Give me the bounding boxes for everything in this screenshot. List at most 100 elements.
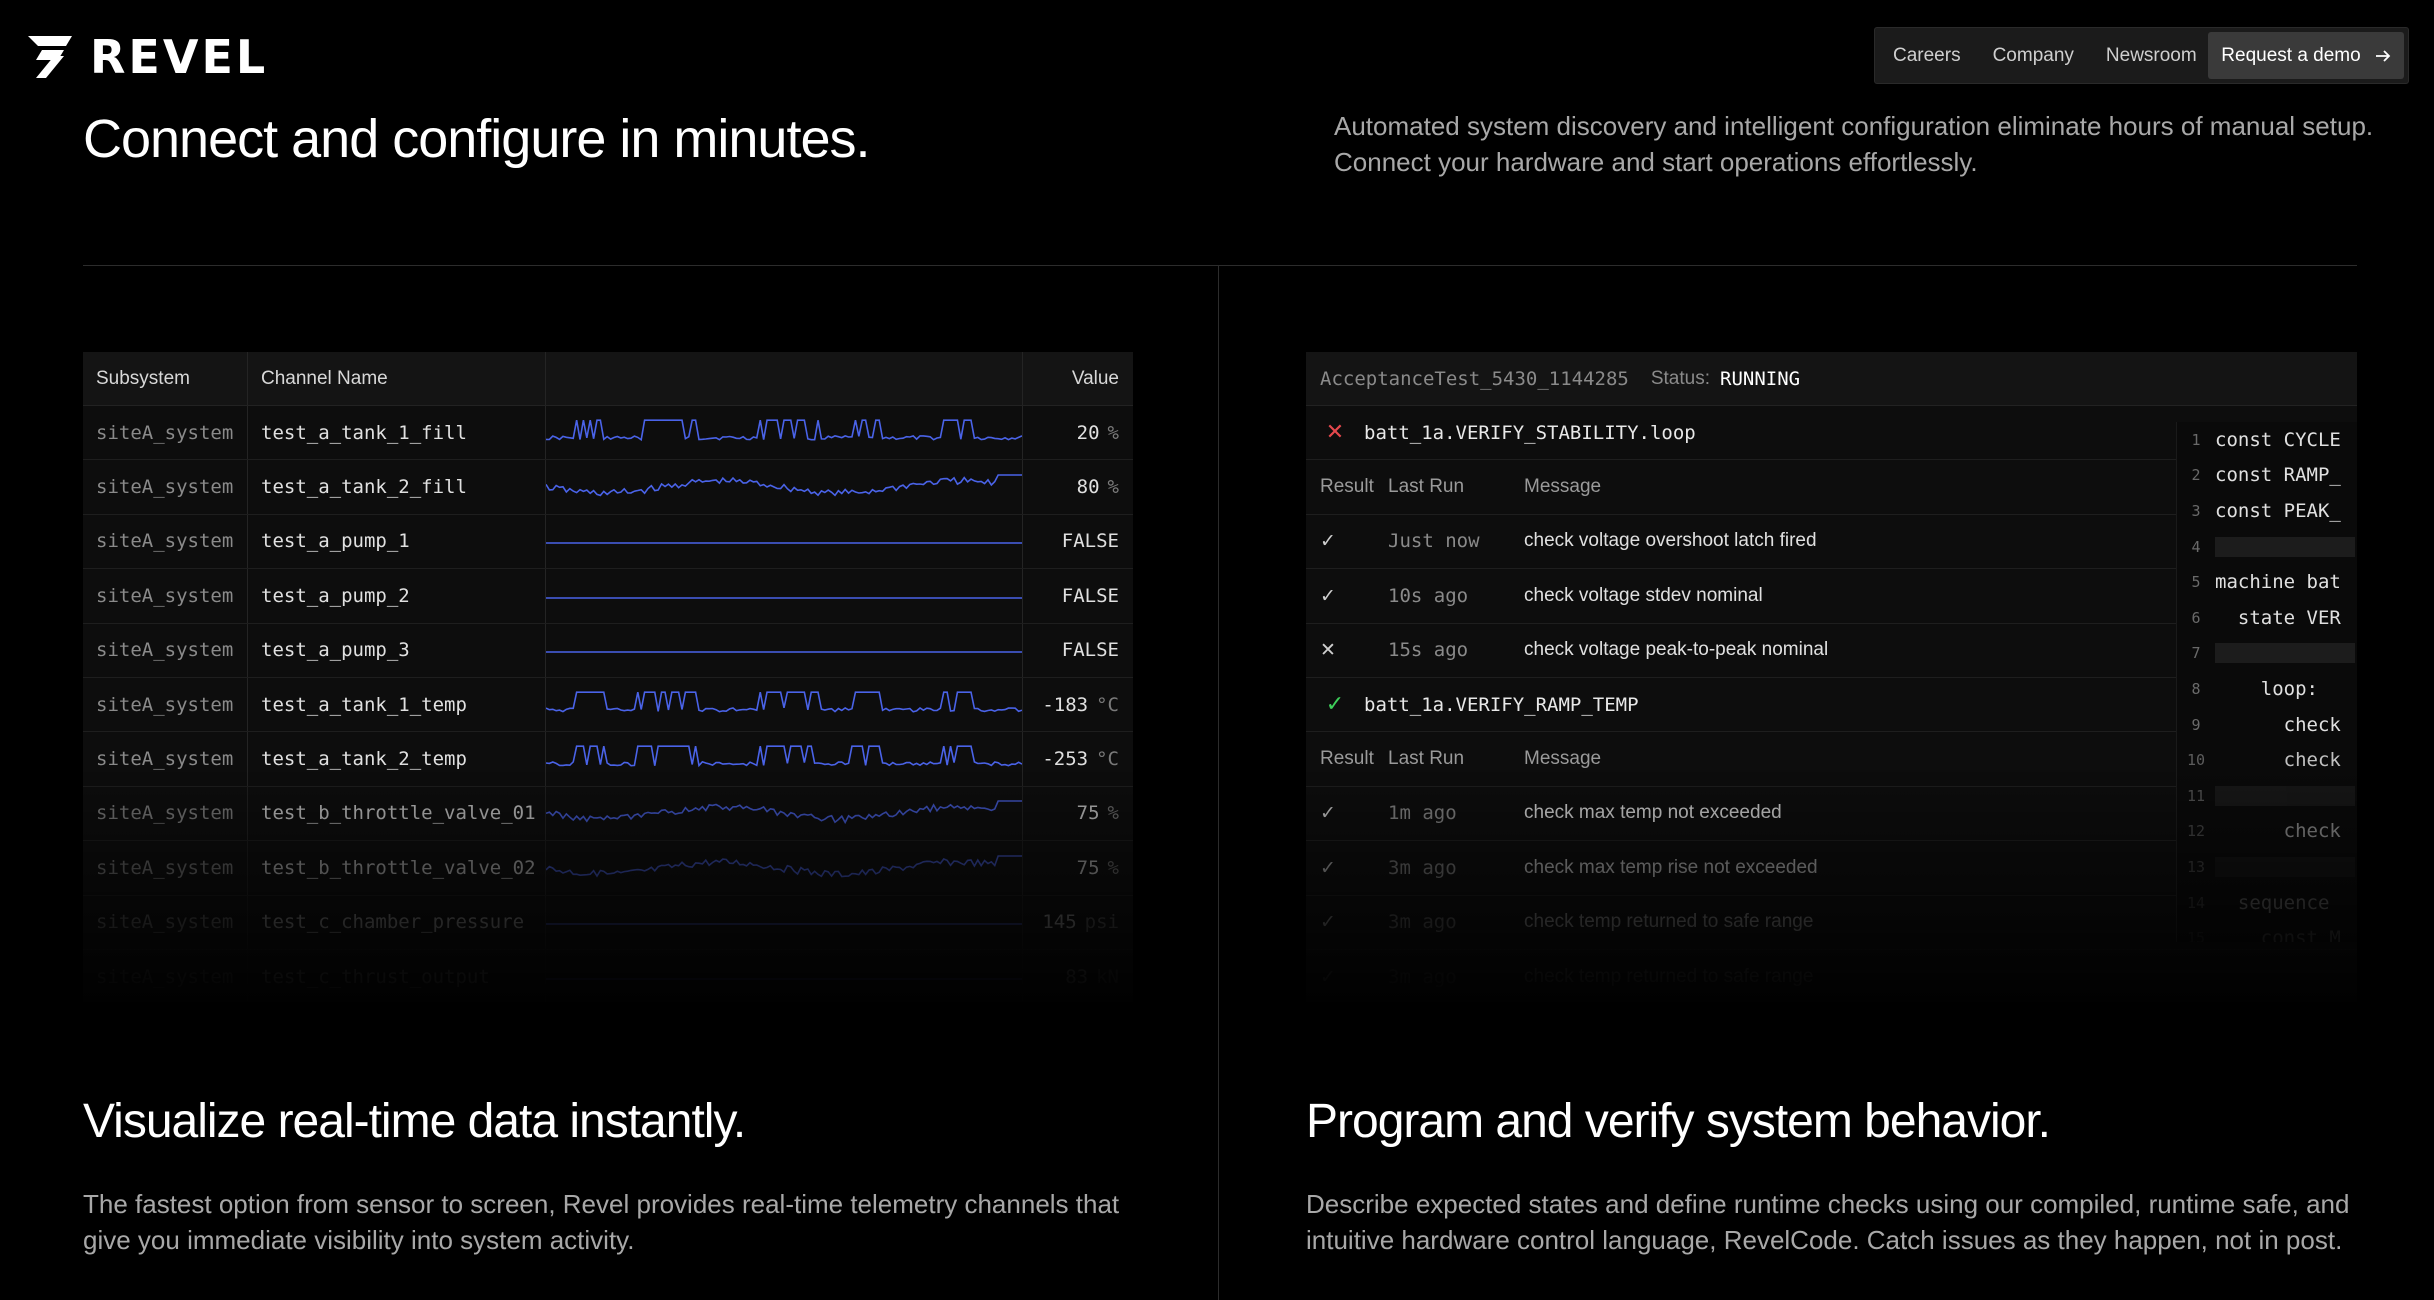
value-cell: 75%	[1023, 841, 1133, 894]
sparkline-chart	[546, 923, 1022, 926]
check-icon: ✓	[1320, 584, 1336, 607]
last-run-cell: Just now	[1388, 530, 1480, 553]
nav-newsroom-link[interactable]: Newsroom	[2105, 44, 2197, 66]
value-unit: %	[1107, 476, 1119, 499]
nav-careers-link[interactable]: Careers	[1893, 44, 1961, 66]
check-icon: ✓	[1320, 856, 1336, 879]
acceptance-test-panel: AcceptanceTest_5430_1144285 Status: RUNN…	[1306, 352, 2357, 1002]
check-icon: ✓	[1325, 692, 1345, 718]
sparkline-chart	[546, 542, 1022, 545]
value-number: 145	[1042, 911, 1077, 934]
message-cell: check max temp rise not exceeded	[1524, 856, 1818, 878]
code-line: 15 const M	[2177, 920, 2357, 942]
column-header-channel: Channel Name	[248, 352, 546, 405]
subsystem-cell: siteA_system	[83, 949, 248, 1002]
column-header-last-run: Last Run	[1388, 748, 1465, 770]
value-unit: %	[1107, 856, 1119, 879]
table-row: siteA_system test_a_pump_1 FALSE	[83, 514, 1133, 570]
value-cell: 75%	[1023, 787, 1133, 840]
test-group-header[interactable]: ✓ batt_1a.VERIFY_RAMP_TEMP	[1306, 678, 2357, 733]
code-line: 4	[2177, 529, 2357, 565]
code-text: const PEAK_	[2215, 499, 2341, 522]
line-number: 15	[2186, 929, 2206, 942]
code-line: 7	[2177, 636, 2357, 672]
channel-name-cell: test_a_pump_1	[248, 514, 546, 569]
sparkline-cell	[546, 569, 1023, 623]
test-result-row[interactable]: ✓ 3m ago check temp returned to safe range	[1306, 950, 2357, 1002]
value-number: -183	[1042, 693, 1089, 716]
subsystem-cell: siteA_system	[83, 569, 248, 623]
last-run-cell: 15s ago	[1388, 639, 1469, 662]
sparkline-cell	[546, 623, 1023, 677]
channel-name-cell: test_a_tank_1_fill	[248, 406, 546, 460]
code-placeholder	[2215, 536, 2355, 557]
code-line: 12 check	[2177, 814, 2357, 850]
code-line: 6 state VER	[2177, 600, 2357, 636]
revel-logo[interactable]: REVEL	[28, 34, 268, 80]
line-number: 12	[2186, 822, 2206, 841]
request-demo-label: Request a demo	[2221, 44, 2361, 66]
sparkline-path	[546, 745, 1022, 768]
column-header-subsystem: Subsystem	[83, 352, 248, 405]
sparkline-chart	[546, 800, 1022, 825]
program-description: Describe expected states and define runt…	[1306, 1189, 2350, 1255]
column-header-result: Result	[1320, 476, 1374, 498]
test-group-header[interactable]: ✕ batt_1a.VERIFY_STABILITY.loop	[1306, 406, 2357, 461]
check-icon: ✓	[1320, 911, 1336, 934]
line-number: 9	[2191, 715, 2201, 734]
channel-name-cell: test_a_tank_1_temp	[248, 677, 546, 732]
subsystem-cell: siteA_system	[83, 732, 248, 786]
brand-name: REVEL	[90, 30, 269, 84]
test-name: AcceptanceTest_5430_1144285	[1320, 367, 1629, 390]
channel-name-cell: test_b_throttle_valve_02	[248, 841, 546, 895]
message-cell: check temp returned to safe range	[1524, 911, 1814, 933]
line-number: 11	[2186, 786, 2206, 805]
line-number: 13	[2186, 857, 2206, 876]
message-cell: check voltage stdev nominal	[1524, 584, 1763, 606]
telemetry-header-row: Subsystem Channel Name Value	[83, 352, 1133, 406]
value-number: FALSE	[1061, 639, 1119, 662]
test-result-row[interactable]: ✓ 10s ago check voltage stdev nominal	[1306, 569, 2357, 624]
test-result-row[interactable]: ✓ Just now check voltage overshoot latch f…	[1306, 515, 2357, 570]
hero-title: Connect and configure in minutes.	[83, 109, 870, 169]
column-header-message: Message	[1524, 476, 1602, 498]
value-unit: %	[1107, 802, 1119, 825]
table-row: siteA_system test_a_pump_3 FALSE	[83, 623, 1133, 678]
value-unit: °C	[1096, 748, 1119, 771]
nav-company-link[interactable]: Company	[1992, 44, 2074, 66]
code-line: 13	[2177, 849, 2357, 885]
code-text: const RAMP_	[2215, 464, 2341, 487]
request-demo-button[interactable]: Request a demo	[2208, 32, 2404, 79]
check-icon: ✓	[1320, 802, 1336, 825]
code-text: check	[2215, 749, 2341, 772]
sparkline-cell	[546, 786, 1023, 841]
code-line: 11	[2177, 778, 2357, 814]
table-row: siteA_system test_a_pump_2 FALSE	[83, 569, 1133, 624]
code-line: 1 const CYCLE	[2177, 422, 2357, 458]
code-line: 9 check	[2177, 707, 2357, 743]
last-run-cell: 1m ago	[1388, 802, 1457, 825]
line-number: 4	[2191, 537, 2201, 556]
table-row: siteA_system test_a_tank_1_fill 20%	[83, 406, 1133, 461]
telemetry-rows: siteA_system test_a_tank_1_fill 20% siteA_s…	[83, 406, 1133, 1002]
line-number: 6	[2191, 608, 2201, 627]
table-row: siteA_system test_b_throttle_valve_02 75%	[83, 841, 1133, 896]
code-placeholder	[2215, 856, 2355, 877]
subsystem-cell: siteA_system	[83, 406, 248, 460]
visualize-description: The fastest option from sensor to screen…	[83, 1189, 1120, 1255]
code-editor: 1 const CYCLE 2 const RAMP_ 3 const PEAK_ 4 5 ma…	[2176, 422, 2357, 942]
sparkline-path	[546, 474, 1022, 497]
line-number: 8	[2191, 679, 2201, 698]
column-divider	[1218, 265, 1219, 1300]
code-text: const CYCLE	[2215, 428, 2341, 451]
value-cell: -253 °C	[1023, 732, 1133, 785]
section-divider	[83, 265, 2357, 266]
program-title: Program and verify system behavior.	[1306, 1095, 2051, 1148]
subsystem-cell: siteA_system	[83, 895, 248, 949]
channel-name-cell: test_a_pump_2	[248, 569, 546, 623]
code-lines: 1 const CYCLE 2 const RAMP_ 3 const PEAK_ 4 5 ma…	[2177, 422, 2357, 942]
subsystem-cell: siteA_system	[83, 841, 248, 895]
subsystem-cell: siteA_system	[83, 677, 248, 732]
test-result-row[interactable]: ✕ 15s ago check voltage peak-to-peak nomin…	[1306, 624, 2357, 678]
code-text: loop:	[2215, 677, 2318, 700]
